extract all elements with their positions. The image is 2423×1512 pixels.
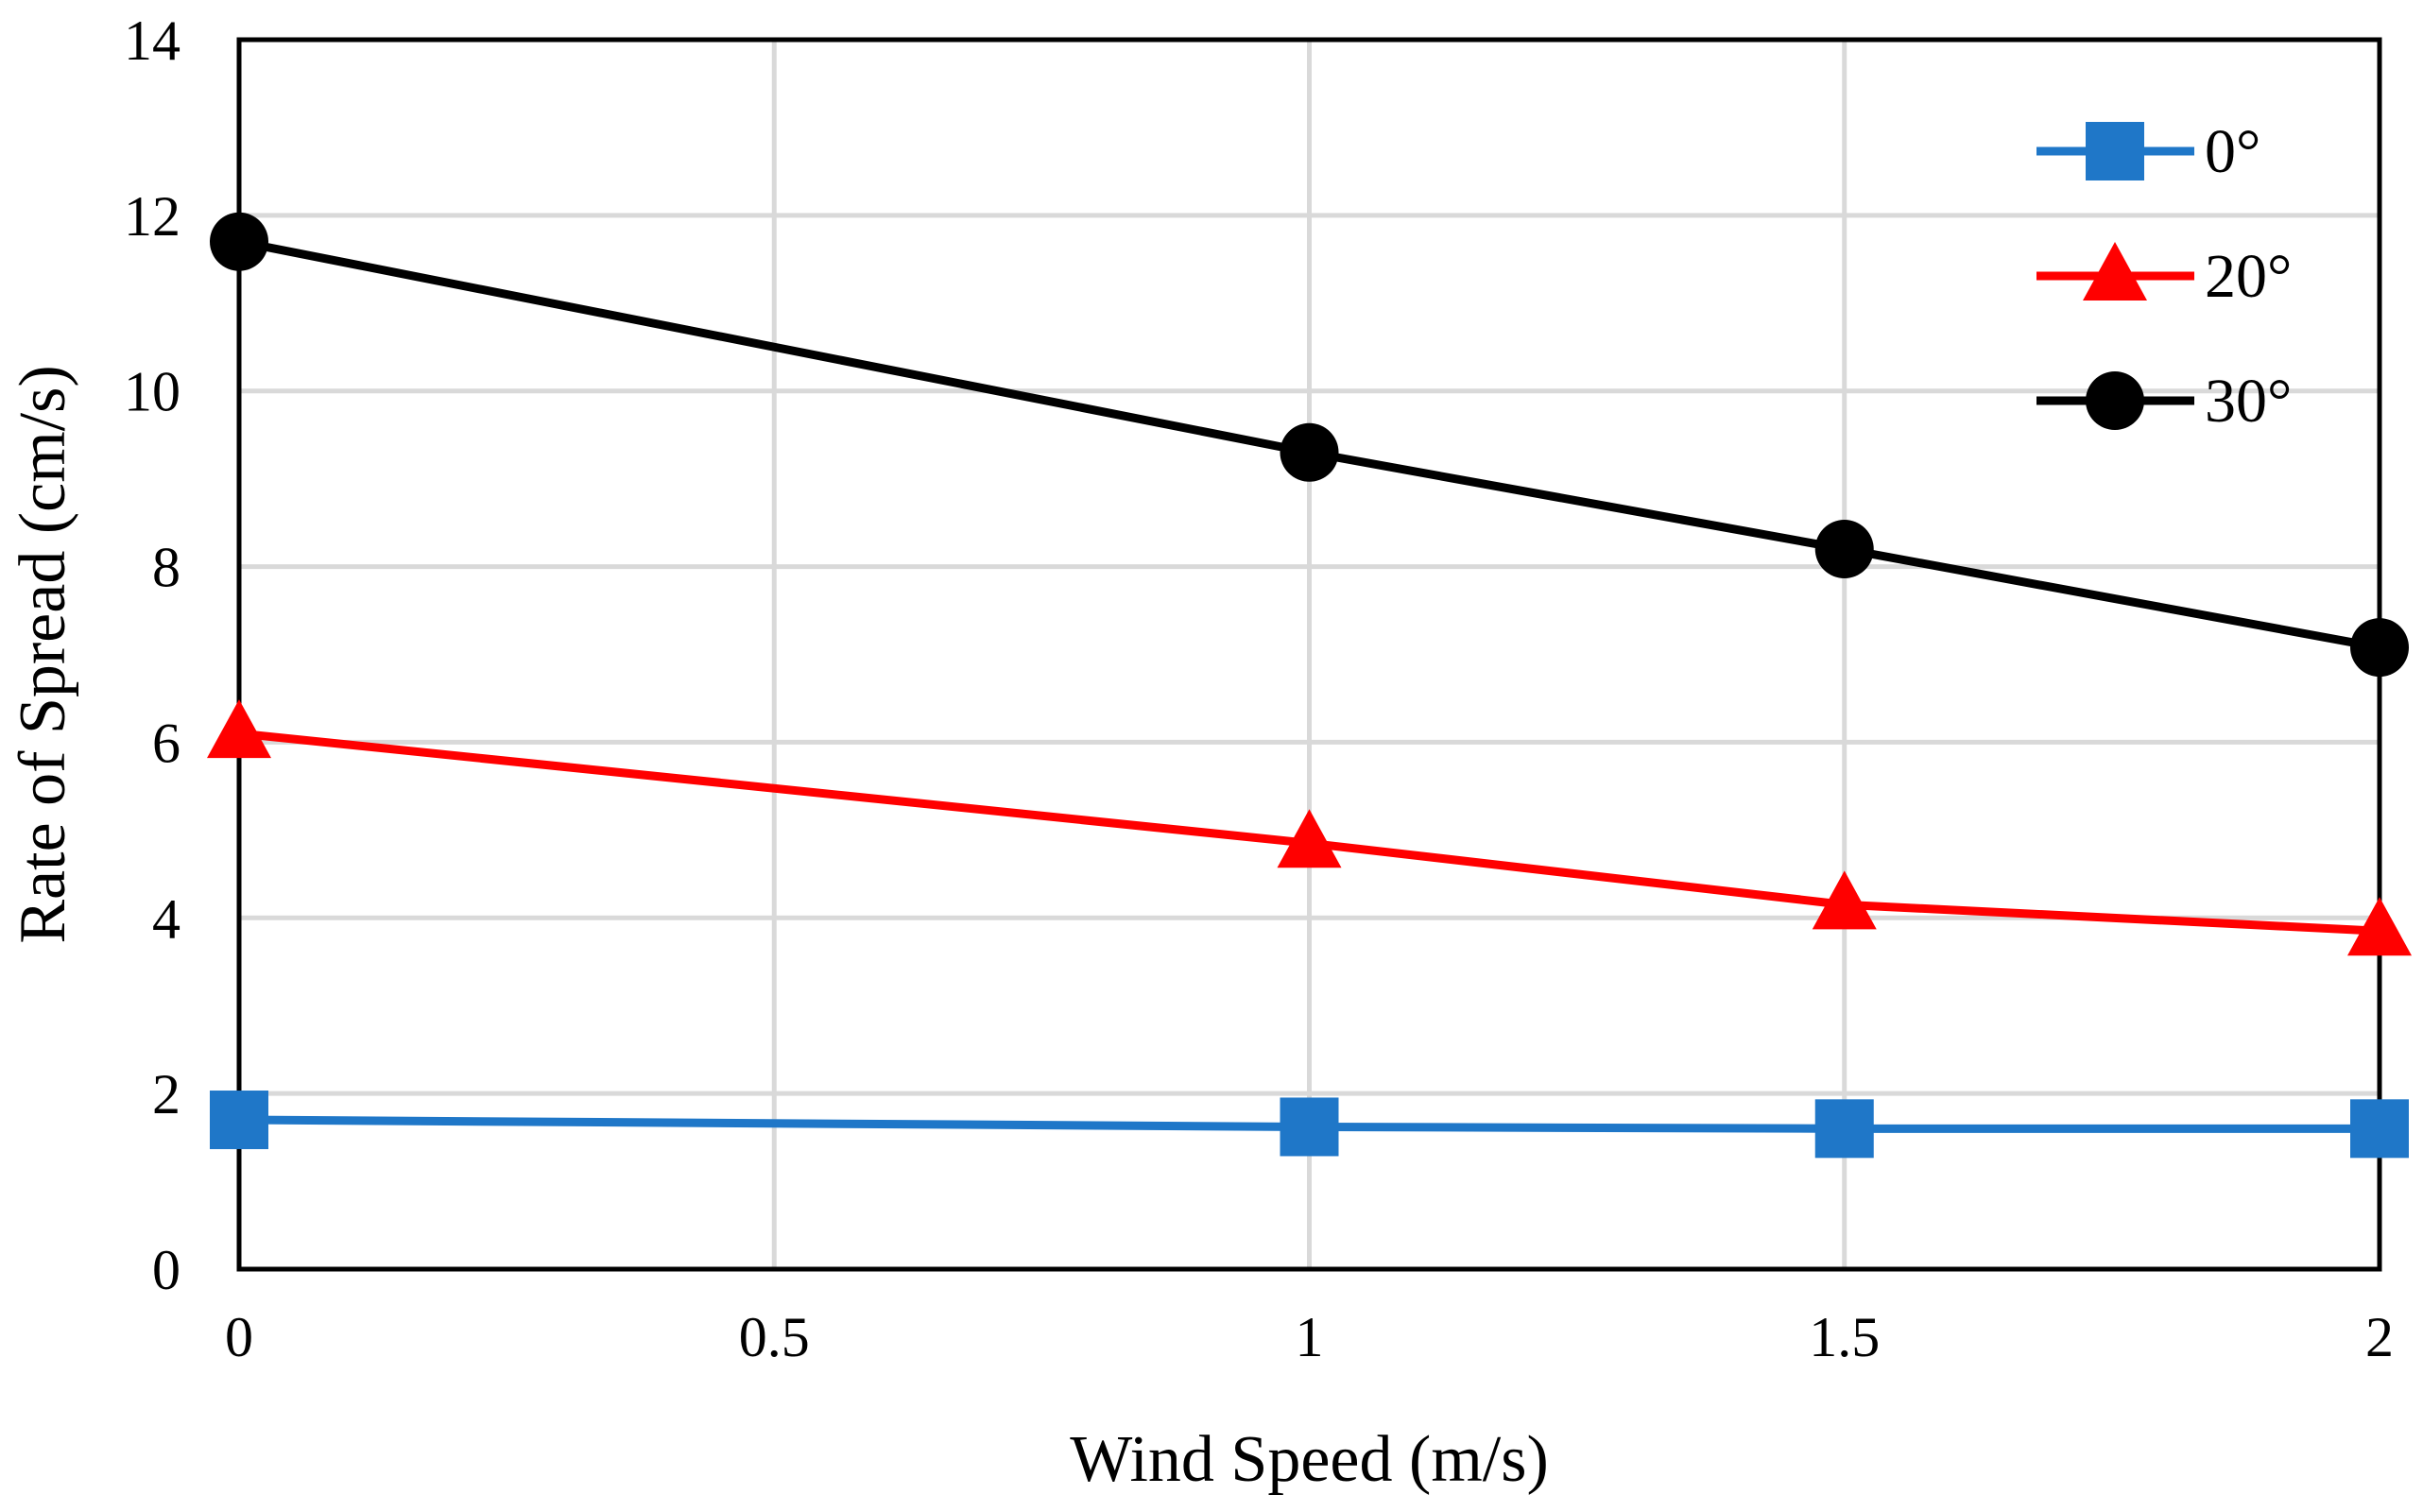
legend-marker bbox=[2083, 242, 2147, 301]
legend-item: 0° bbox=[2036, 117, 2260, 186]
x-tick-label: 1.5 bbox=[1809, 1306, 1880, 1368]
y-tick-label: 2 bbox=[152, 1063, 180, 1125]
y-tick-label: 8 bbox=[152, 537, 180, 599]
data-point bbox=[1814, 519, 1874, 578]
x-tick-label: 0.5 bbox=[739, 1306, 810, 1368]
data-point bbox=[1277, 809, 1342, 868]
data-point bbox=[2347, 897, 2412, 956]
series-line bbox=[238, 729, 2380, 936]
y-axis-title: Rate of Spread (cm/s) bbox=[7, 365, 79, 943]
x-axis-title: Wind Speed (m/s) bbox=[1070, 1423, 1549, 1496]
legend-marker bbox=[2086, 122, 2144, 180]
y-axis-ticks: 0 2 4 6 8 10 12 14 bbox=[124, 9, 180, 1301]
legend-label: 30° bbox=[2205, 367, 2292, 436]
x-axis-ticks: 0 0.5 1 1.5 2 bbox=[225, 1306, 2394, 1368]
legend-item: 20° bbox=[2036, 242, 2292, 311]
series-2 bbox=[210, 212, 2409, 678]
data-point bbox=[210, 212, 268, 271]
legend: 0° 20° 30° bbox=[2036, 117, 2292, 436]
y-tick-label: 6 bbox=[152, 712, 180, 774]
series-line bbox=[238, 1115, 2380, 1133]
legend-label: 20° bbox=[2205, 242, 2292, 311]
series-layer bbox=[207, 212, 2412, 1159]
data-point bbox=[207, 699, 271, 759]
data-point bbox=[210, 1091, 268, 1150]
series-0 bbox=[210, 1091, 2409, 1159]
y-tick-label: 10 bbox=[124, 361, 180, 423]
y-tick-label: 12 bbox=[124, 185, 180, 248]
data-point bbox=[1812, 870, 1877, 930]
x-tick-label: 0 bbox=[225, 1306, 253, 1368]
y-tick-label: 4 bbox=[152, 887, 180, 950]
legend-marker bbox=[2086, 371, 2144, 430]
data-point bbox=[1280, 1097, 1339, 1157]
x-tick-label: 1 bbox=[1296, 1306, 1324, 1368]
y-tick-label: 0 bbox=[152, 1239, 180, 1301]
data-point bbox=[1280, 422, 1339, 482]
series-1 bbox=[207, 699, 2412, 956]
x-tick-label: 2 bbox=[2365, 1306, 2394, 1368]
data-point bbox=[1814, 1099, 1874, 1159]
legend-label: 0° bbox=[2205, 117, 2260, 186]
y-tick-label: 14 bbox=[124, 9, 180, 72]
data-point bbox=[2350, 618, 2409, 678]
series-line bbox=[238, 237, 2380, 652]
legend-item: 30° bbox=[2036, 367, 2292, 436]
data-point bbox=[2350, 1099, 2409, 1159]
